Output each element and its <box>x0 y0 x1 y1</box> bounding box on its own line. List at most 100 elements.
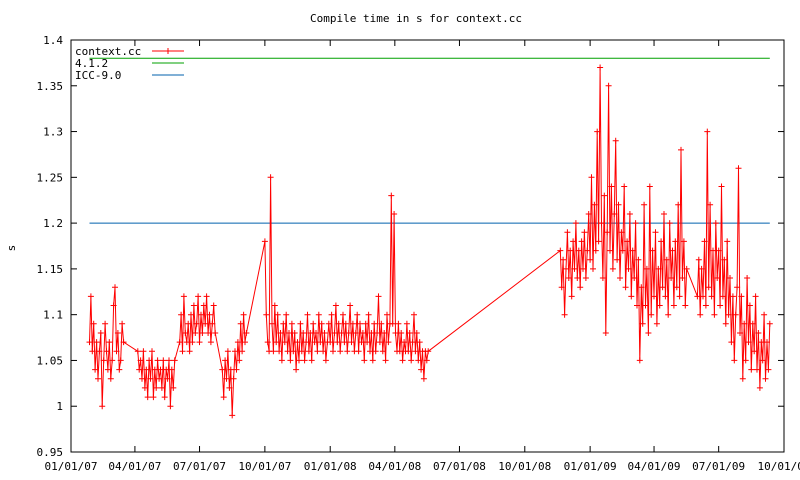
data-point <box>237 320 244 327</box>
data-point <box>311 339 318 346</box>
data-point <box>89 348 96 355</box>
data-point <box>642 302 649 309</box>
data-point <box>97 330 104 336</box>
data-point <box>150 394 157 401</box>
data-point <box>698 265 705 272</box>
data-point <box>598 220 605 227</box>
data-point <box>305 348 312 355</box>
data-point <box>207 339 214 346</box>
x-tick-label: 04/01/08 <box>368 460 421 473</box>
x-tick-label: 10/01/08 <box>498 460 551 473</box>
data-point <box>294 339 301 346</box>
data-point <box>599 275 606 281</box>
data-point <box>619 247 626 254</box>
data-point <box>565 275 572 281</box>
data-point <box>196 339 203 346</box>
data-point <box>673 284 680 291</box>
data-point <box>134 348 141 355</box>
data-point <box>601 192 608 199</box>
data-point <box>423 357 430 364</box>
data-point <box>243 330 250 336</box>
data-point <box>382 357 389 364</box>
data-point <box>581 229 588 236</box>
x-tick-label: 01/01/09 <box>564 460 617 473</box>
data-point <box>298 348 305 355</box>
chart-title: Compile time in s for context.cc <box>310 12 522 25</box>
data-point <box>652 229 659 236</box>
data-point <box>87 293 94 300</box>
data-point <box>277 330 284 336</box>
data-point <box>389 320 396 327</box>
data-point <box>283 311 290 318</box>
data-point <box>655 265 662 272</box>
data-point <box>672 238 679 245</box>
data-point <box>625 265 632 272</box>
data-point <box>564 229 571 236</box>
data-point <box>179 348 186 355</box>
data-point <box>718 183 725 190</box>
data-point <box>666 220 673 227</box>
data-point <box>710 247 716 254</box>
data-point <box>230 375 237 382</box>
data-point <box>611 211 618 217</box>
data-point <box>274 311 281 318</box>
data-point <box>102 320 109 327</box>
data-point <box>107 375 114 382</box>
data-point <box>86 339 93 346</box>
data-point <box>232 348 238 355</box>
data-point <box>676 293 683 300</box>
data-point <box>93 339 100 346</box>
data-point <box>114 330 121 336</box>
data-point <box>270 348 277 355</box>
data-point <box>728 339 735 346</box>
data-point <box>558 284 565 291</box>
data-point <box>183 339 190 346</box>
data-point <box>609 265 616 272</box>
data-point <box>220 394 227 401</box>
data-point <box>717 302 724 309</box>
data-point <box>585 211 592 217</box>
data-point <box>226 384 233 391</box>
data-point <box>327 339 334 346</box>
legend-label: ICC-9.0 <box>75 69 121 82</box>
y-tick-label: 1.25 <box>37 171 64 184</box>
data-point <box>683 265 690 272</box>
data-point <box>318 320 325 327</box>
data-point <box>628 293 635 300</box>
data-point <box>171 357 178 364</box>
x-tick-label: 07/01/09 <box>692 460 745 473</box>
data-point <box>263 311 270 318</box>
data-point <box>624 238 631 245</box>
data-point <box>345 330 352 336</box>
data-point <box>378 320 385 327</box>
data-point <box>141 384 148 391</box>
data-point <box>765 366 772 373</box>
data-point <box>405 348 412 355</box>
data-point <box>661 211 667 217</box>
data-point <box>759 357 766 364</box>
y-tick-label: 1.2 <box>43 217 63 230</box>
data-point <box>90 320 97 327</box>
data-point <box>662 293 669 300</box>
data-point <box>340 311 346 318</box>
data-point <box>594 128 601 135</box>
data-point <box>286 330 292 336</box>
data-point <box>337 348 344 355</box>
data-point <box>136 366 143 373</box>
data-point <box>670 302 677 309</box>
data-point <box>635 256 642 263</box>
data-point <box>762 375 769 382</box>
data-point <box>731 357 738 364</box>
data-point <box>700 293 706 300</box>
y-tick-label: 1.4 <box>43 34 63 47</box>
data-point <box>113 348 120 355</box>
data-point <box>242 339 248 346</box>
x-tick-label: 07/01/07 <box>173 460 226 473</box>
data-point <box>234 339 241 346</box>
data-point <box>638 284 645 291</box>
data-point <box>341 339 348 346</box>
legend-label: 4.1.2 <box>75 57 108 70</box>
data-point <box>200 302 207 309</box>
data-point <box>219 366 226 373</box>
